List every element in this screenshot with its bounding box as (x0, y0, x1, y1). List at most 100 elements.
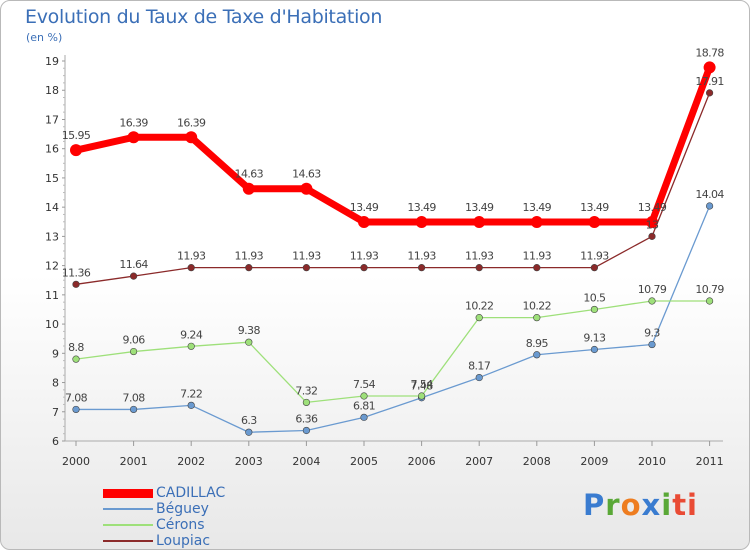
data-label: 7.32 (295, 384, 317, 397)
data-point (646, 216, 658, 229)
data-label: 11.93 (177, 250, 206, 263)
data-label: 7.08 (123, 391, 146, 404)
data-label: 10.22 (523, 300, 552, 313)
data-label: 10.79 (695, 283, 724, 296)
data-point (418, 392, 426, 400)
data-label: 7.54 (411, 378, 434, 391)
data-label: 8.95 (526, 337, 549, 350)
data-point (187, 264, 195, 272)
data-point (418, 264, 426, 272)
legend-label: Cérons (156, 517, 205, 533)
data-label: 11.93 (580, 250, 609, 263)
data-label: 13.49 (638, 201, 667, 214)
data-label: 9.24 (180, 328, 203, 341)
x-tick-label: 2006 (408, 455, 436, 468)
data-label: 10.5 (583, 291, 606, 304)
legend-swatch (103, 524, 153, 526)
x-tick-label: 2001 (120, 455, 148, 468)
data-label: 11.93 (407, 250, 436, 263)
data-label: 11.93 (235, 250, 264, 263)
data-point (72, 405, 80, 414)
data-label: 11.36 (62, 266, 91, 279)
x-tick-label: 2009 (580, 455, 608, 468)
data-point (475, 314, 483, 322)
data-point (358, 216, 370, 229)
data-label: 16.39 (177, 116, 206, 129)
data-label: 8.17 (468, 360, 491, 373)
data-label: 6.81 (353, 399, 375, 412)
legend-item: Cérons (103, 517, 225, 533)
data-label: 15.95 (62, 129, 91, 142)
data-point (705, 202, 714, 210)
data-point (242, 182, 255, 195)
x-tick-label: 2000 (62, 455, 90, 468)
data-label: 11.93 (350, 250, 379, 263)
data-point (302, 264, 311, 272)
data-point (533, 264, 541, 272)
data-label: 14.04 (695, 188, 724, 201)
data-point (475, 264, 483, 272)
y-tick-label: 9 (52, 347, 59, 360)
data-label: 13.49 (350, 201, 379, 214)
data-point (648, 232, 656, 240)
data-point (705, 297, 714, 305)
data-label: 9.13 (583, 332, 606, 345)
data-point (533, 314, 541, 322)
legend: CADILLAC Béguey Cérons Loupiac (103, 485, 225, 549)
data-label: 6.3 (241, 414, 257, 427)
y-tick-label: 16 (45, 143, 59, 156)
legend-swatch (103, 488, 153, 498)
x-tick-label: 2005 (350, 455, 378, 468)
data-point (72, 355, 80, 363)
data-label: 11.93 (523, 250, 552, 263)
data-label: 9.38 (238, 324, 261, 337)
data-point (127, 131, 140, 144)
y-tick-label: 19 (45, 55, 59, 68)
y-tick-label: 14 (45, 201, 59, 214)
data-point (590, 345, 599, 354)
data-label: 10.79 (638, 283, 667, 296)
data-label: 13.49 (523, 201, 552, 214)
x-tick-label: 2003 (235, 455, 263, 468)
data-point (475, 373, 483, 382)
y-tick-label: 13 (45, 230, 59, 243)
data-point (300, 182, 313, 195)
legend-label: Béguey (156, 501, 209, 517)
data-point (703, 61, 716, 74)
data-point (360, 264, 368, 272)
data-point (530, 216, 543, 229)
chart-title: Evolution du Taux de Taxe d'Habitation (25, 6, 383, 28)
data-point (415, 216, 428, 229)
legend-item: Loupiac (103, 533, 225, 549)
data-label: 9.3 (644, 327, 660, 340)
logo-letter: x (641, 488, 662, 522)
y-tick-label: 7 (52, 406, 59, 419)
data-point (130, 405, 138, 414)
data-point (70, 144, 82, 157)
data-point (130, 347, 138, 356)
data-label: 11.93 (292, 250, 321, 263)
y-tick-label: 17 (45, 113, 59, 126)
data-label: 13.49 (580, 201, 609, 214)
data-point (705, 89, 714, 97)
data-label: 13 (646, 218, 659, 231)
unit-label: (en %) (26, 31, 63, 44)
legend-label: Loupiac (156, 533, 211, 549)
data-label: 6.36 (295, 412, 318, 425)
data-point (648, 340, 656, 349)
data-point (588, 216, 601, 229)
data-point (245, 338, 253, 346)
data-label: 7.48 (411, 380, 434, 393)
logo-letter: ti (672, 488, 698, 522)
data-point (72, 280, 80, 288)
logo-letter: P (583, 488, 606, 522)
y-tick-label: 8 (52, 377, 59, 390)
data-point (473, 216, 486, 229)
series-line (72, 63, 714, 226)
data-point (245, 428, 253, 436)
series-line (75, 92, 711, 285)
x-tick-label: 2011 (696, 455, 724, 468)
data-label: 9.06 (123, 334, 146, 347)
data-point (245, 264, 253, 272)
